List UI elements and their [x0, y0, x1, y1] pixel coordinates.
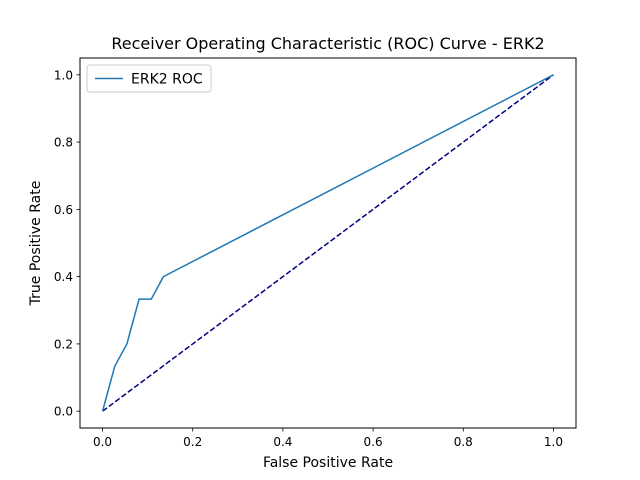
x-tick-label: 0.8 — [454, 435, 473, 449]
plot-lines — [101, 74, 554, 412]
x-axis-ticks: 0.0 0.2 0.4 0.6 0.8 1.0 — [93, 428, 563, 449]
y-axis-ticks: 0.0 0.2 0.4 0.6 0.8 1.0 — [54, 68, 80, 419]
chance-diagonal-line — [102, 74, 554, 412]
legend: ERK2 ROC — [86, 64, 212, 93]
y-tick-label: 0.6 — [54, 203, 73, 217]
legend-label-erk2-roc: ERK2 ROC — [131, 72, 203, 88]
x-tick-label: 1.0 — [544, 435, 563, 449]
y-tick-label: 0.4 — [54, 270, 73, 284]
y-tick-label: 0.0 — [54, 405, 73, 419]
axes-frame — [79, 57, 577, 429]
x-tick-label: 0.0 — [93, 435, 112, 449]
x-axis-label: False Positive Rate — [263, 455, 393, 471]
x-tick-label: 0.2 — [183, 435, 202, 449]
y-tick-label: 0.8 — [54, 136, 73, 150]
y-axis-label: True Positive Rate — [28, 181, 44, 307]
roc-curve-line — [101, 74, 554, 412]
chart-title: Receiver Operating Characteristic (ROC) … — [111, 34, 544, 53]
x-tick-label: 0.4 — [273, 435, 292, 449]
x-tick-label: 0.6 — [364, 435, 383, 449]
y-tick-label: 0.2 — [54, 337, 73, 351]
y-tick-label: 1.0 — [54, 68, 73, 82]
legend-frame — [86, 64, 212, 93]
